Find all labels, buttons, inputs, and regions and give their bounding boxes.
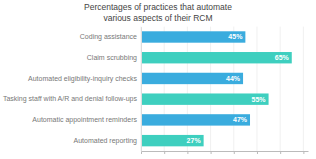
y-tick: Tasking staff with A/R and denial follow… [3, 95, 141, 103]
data-label: 45% [228, 33, 243, 40]
bar [141, 73, 243, 84]
x-tick-mark [257, 151, 258, 154]
title-line: various aspects of their RCM [103, 13, 212, 23]
data-label: 47% [233, 116, 248, 123]
data-label: 44% [226, 75, 241, 82]
plot: 45% 65% 44% 55% 47% 27% Coding assistance Claim… [3, 27, 309, 154]
x-axis [142, 151, 309, 154]
y-tick: Automated eligibility-inquiry checks [28, 75, 141, 83]
title: Percentages of practices that automateva… [84, 2, 232, 23]
y-tick: Claim scrubbing [87, 54, 141, 62]
bar [141, 52, 292, 63]
bar [141, 31, 245, 42]
grid-line [256, 27, 257, 151]
y-axis-line [141, 27, 142, 151]
x-tick [164, 151, 165, 154]
x-tick-mark [211, 151, 212, 154]
x-tick-mark [303, 151, 304, 154]
data-label: 55% [252, 96, 267, 103]
grid-line [141, 27, 142, 151]
data-labels: 45% 65% 44% 55% 47% 27% [187, 33, 290, 144]
y-tick: Automated reporting [74, 137, 141, 145]
grid-line [233, 27, 234, 151]
bars [141, 31, 292, 146]
y-tick-label: Automated eligibility-inquiry checks [28, 75, 137, 83]
x-tick [234, 151, 235, 154]
data-label: 65% [275, 54, 290, 61]
x-tick [280, 151, 281, 154]
title-line: Percentages of practices that automate [84, 2, 232, 12]
y-tick-label: Tasking staff with A/R and denial follow… [3, 95, 138, 103]
y-axis: Coding assistance Claim scrubbing Automate… [3, 27, 142, 151]
grid-line [280, 27, 281, 151]
data-label: 27% [187, 137, 202, 144]
grid-line [303, 27, 304, 151]
bar [141, 114, 250, 125]
x-tick [257, 151, 258, 154]
y-tick-label: Automatic appointment reminders [32, 116, 137, 124]
y-tick: Coding assistance [80, 33, 141, 41]
x-tick-mark [164, 151, 165, 154]
bar [141, 93, 269, 104]
y-tick: Automatic appointment reminders [32, 116, 141, 124]
bar [141, 135, 204, 146]
x-tick [211, 151, 212, 154]
x-tick [303, 151, 304, 154]
grid-line [187, 27, 188, 151]
y-tick-label: Claim scrubbing [87, 54, 137, 62]
grid [141, 27, 303, 151]
x-tick [187, 151, 188, 154]
y-tick-label: Coding assistance [80, 33, 137, 41]
x-axis-line [142, 151, 309, 152]
x-tick-mark [280, 151, 281, 154]
x-tick-mark [187, 151, 188, 154]
grid-line [210, 27, 211, 151]
chart: Percentages of practices that automateva… [0, 0, 316, 159]
y-tick-label: Automated reporting [74, 137, 138, 145]
x-tick-mark [234, 151, 235, 154]
grid-line [164, 27, 165, 151]
